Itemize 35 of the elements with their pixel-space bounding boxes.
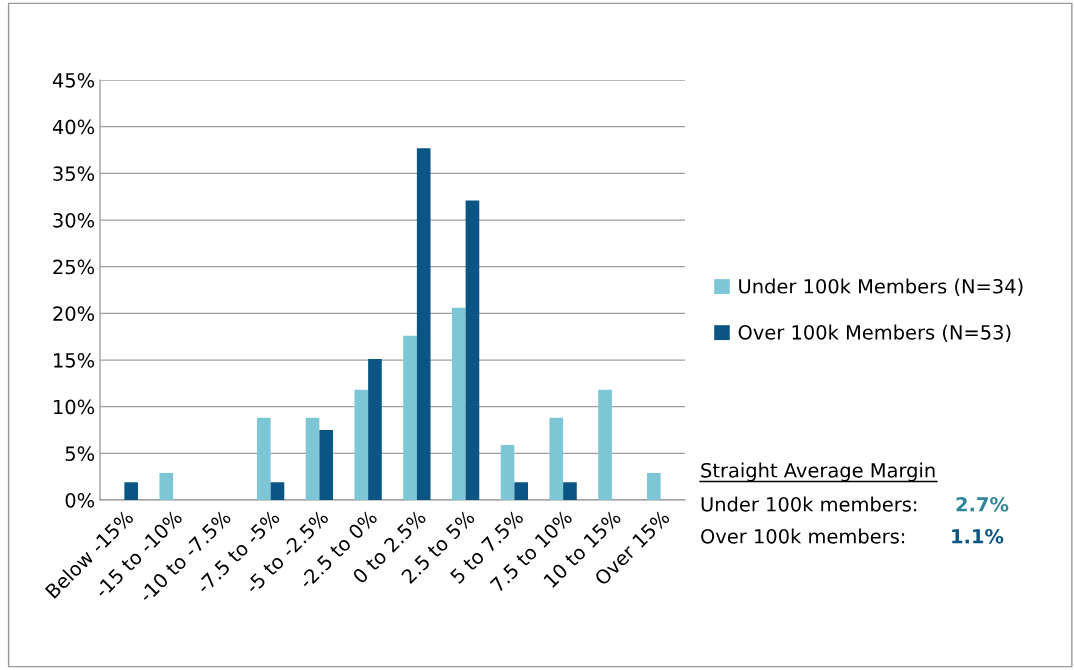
bar <box>500 444 515 500</box>
text: Straight Average Margin <box>701 462 935 482</box>
y-tick-label: 35% <box>53 166 95 181</box>
y-tick-label: 10% <box>54 399 95 415</box>
bar <box>416 148 431 500</box>
y-tick-label: 25% <box>53 259 95 275</box>
y-tick-label: 5% <box>65 446 95 461</box>
bar <box>563 482 577 500</box>
bar <box>403 335 417 500</box>
y-tick-label: 15% <box>54 352 95 368</box>
text: Under 100k members: <box>701 496 917 512</box>
y-tick-label: 40% <box>52 119 95 135</box>
bar <box>514 482 529 500</box>
bar <box>270 482 285 500</box>
bar <box>451 307 466 500</box>
bar <box>549 417 564 500</box>
bar <box>256 417 271 500</box>
bar <box>354 389 369 500</box>
y-tick-label: 0% <box>65 492 95 508</box>
y-tick-label: 20% <box>53 306 95 321</box>
text: 1.1% <box>952 528 1004 544</box>
legend-label: Under 100k Members (N=34) <box>739 278 1023 296</box>
y-tick-label: 30% <box>53 212 95 228</box>
legend-label: Over 100k Members (N=53) <box>738 324 1011 342</box>
bar <box>465 200 480 500</box>
bar <box>124 482 139 500</box>
bar <box>368 359 382 500</box>
bar <box>305 417 320 500</box>
bar <box>598 389 612 500</box>
y-tick-label: 45% <box>52 72 95 88</box>
text: Over 100k members: <box>701 528 905 544</box>
text: 2.7% <box>956 496 1009 512</box>
bar <box>319 430 334 500</box>
bar <box>159 472 174 500</box>
bar <box>646 472 661 500</box>
